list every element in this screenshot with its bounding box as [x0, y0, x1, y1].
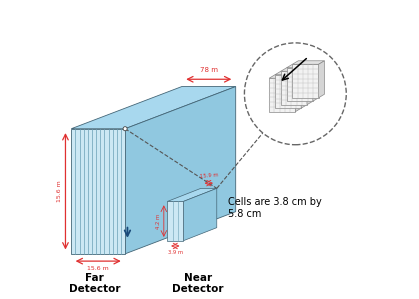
Polygon shape [313, 64, 318, 101]
Polygon shape [287, 64, 318, 68]
FancyBboxPatch shape [269, 78, 295, 112]
Circle shape [123, 127, 127, 131]
Text: Far
Detector: Far Detector [69, 273, 120, 294]
Text: 15.6 m: 15.6 m [57, 180, 62, 202]
Text: Near
Detector: Near Detector [172, 273, 224, 294]
FancyBboxPatch shape [292, 64, 318, 98]
Polygon shape [167, 188, 217, 202]
Text: 4.2 m: 4.2 m [156, 213, 161, 229]
Polygon shape [295, 75, 301, 112]
Polygon shape [125, 86, 236, 254]
Text: 15.6 m: 15.6 m [87, 266, 109, 271]
FancyBboxPatch shape [167, 202, 183, 241]
FancyBboxPatch shape [287, 68, 313, 101]
Text: 15.9 m: 15.9 m [199, 173, 218, 179]
Polygon shape [307, 68, 313, 105]
Polygon shape [292, 61, 324, 64]
Polygon shape [183, 188, 217, 241]
Text: 3.9 m: 3.9 m [168, 250, 183, 255]
FancyBboxPatch shape [71, 129, 125, 254]
FancyBboxPatch shape [275, 75, 301, 108]
Text: Cells are 3.8 cm by
5.8 cm: Cells are 3.8 cm by 5.8 cm [228, 197, 322, 219]
Polygon shape [269, 75, 301, 78]
FancyBboxPatch shape [281, 71, 307, 105]
Polygon shape [281, 68, 313, 71]
Text: 78 m: 78 m [200, 67, 218, 73]
Polygon shape [301, 71, 307, 108]
Polygon shape [71, 86, 236, 129]
Polygon shape [275, 71, 307, 75]
Circle shape [244, 43, 346, 145]
Polygon shape [318, 61, 324, 98]
